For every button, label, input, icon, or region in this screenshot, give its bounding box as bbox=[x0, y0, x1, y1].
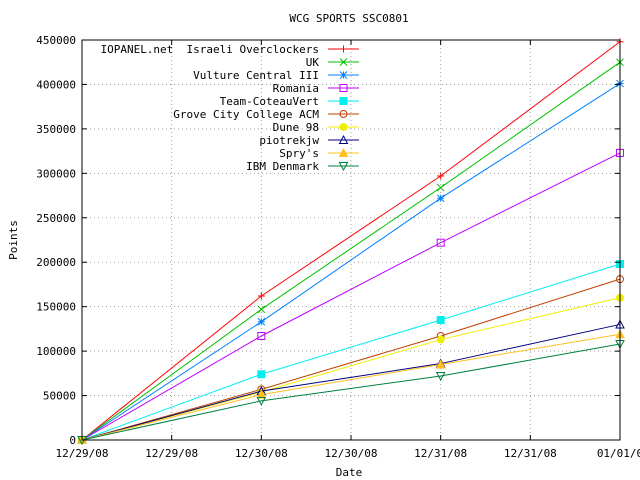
legend: IOPANEL.net Israeli OverclockersUKVultur… bbox=[100, 43, 359, 173]
legend-label: Dune 98 bbox=[273, 121, 319, 134]
x-tick-label: 12/30/08 bbox=[325, 447, 378, 460]
data-point bbox=[257, 292, 265, 300]
legend-entry: Vulture Central III bbox=[193, 69, 359, 82]
legend-entry: piotrekjw bbox=[259, 134, 359, 147]
data-point bbox=[436, 335, 445, 344]
x-tick-label: 12/31/08 bbox=[414, 447, 467, 460]
legend-entry: IOPANEL.net Israeli Overclockers bbox=[100, 43, 359, 56]
x-tick-label: 12/29/08 bbox=[145, 447, 198, 460]
data-point bbox=[339, 110, 348, 118]
series-line bbox=[81, 333, 621, 441]
data-point bbox=[338, 162, 349, 172]
y-tick-label: 150000 bbox=[36, 301, 76, 314]
data-point bbox=[435, 372, 446, 382]
series-line bbox=[81, 323, 621, 441]
y-tick-label: 50000 bbox=[43, 390, 76, 403]
legend-entry: Team-CoteauVert bbox=[220, 95, 359, 108]
series-7 bbox=[77, 319, 625, 444]
y-tick-label: 250000 bbox=[36, 212, 76, 225]
data-point bbox=[339, 58, 348, 66]
legend-label: Romania bbox=[273, 82, 319, 95]
legend-label: IBM Denmark bbox=[246, 160, 319, 173]
y-tick-label: 450000 bbox=[36, 34, 76, 47]
series-line bbox=[81, 263, 621, 441]
series-layer bbox=[77, 38, 625, 446]
legend-label: Grove City College ACM bbox=[173, 108, 319, 121]
legend-entry: IBM Denmark bbox=[246, 160, 359, 173]
y-tick-label: 100000 bbox=[36, 345, 76, 358]
data-point bbox=[257, 317, 266, 326]
data-point bbox=[339, 84, 348, 92]
legend-label: UK bbox=[306, 56, 320, 69]
legend-label: IOPANEL.net Israeli Overclockers bbox=[100, 43, 319, 56]
series-line bbox=[81, 83, 621, 441]
legend-entry: Dune 98 bbox=[273, 121, 359, 134]
y-axis: 0 50000 100000 150000 200000 250000 300000 3500… bbox=[36, 34, 620, 447]
x-axis: 12/29/08 12/29/08 12/30/08 12/30/08 12/31/08… bbox=[56, 40, 640, 460]
data-point bbox=[338, 134, 349, 144]
x-tick-label: 01/01/0 bbox=[597, 447, 640, 460]
legend-entry: Romania bbox=[273, 82, 359, 95]
y-tick-label: 0 bbox=[69, 434, 76, 447]
chart-title: WCG SPORTS SSC0801 bbox=[289, 12, 408, 25]
data-point bbox=[340, 45, 347, 53]
legend-label: Team-CoteauVert bbox=[220, 95, 319, 108]
y-axis-label: Points bbox=[7, 220, 20, 260]
data-point bbox=[256, 389, 267, 399]
legend-label: Vulture Central III bbox=[193, 69, 319, 82]
data-point bbox=[436, 194, 445, 203]
series-line bbox=[81, 278, 621, 441]
x-axis-label: Date bbox=[336, 466, 363, 479]
data-point bbox=[257, 332, 266, 340]
data-point bbox=[339, 97, 348, 105]
data-point bbox=[256, 396, 267, 406]
data-point bbox=[436, 183, 445, 192]
y-tick-label: 350000 bbox=[36, 123, 76, 136]
grid bbox=[82, 40, 620, 440]
data-point bbox=[435, 359, 446, 369]
data-point bbox=[338, 147, 349, 157]
series-line bbox=[81, 343, 621, 441]
legend-entry: UK bbox=[306, 56, 359, 69]
y-tick-label: 300000 bbox=[36, 167, 76, 180]
series-line bbox=[81, 41, 621, 441]
legend-entry: Spry's bbox=[279, 147, 359, 160]
legend-label: Spry's bbox=[279, 147, 319, 160]
data-point bbox=[257, 305, 266, 314]
series-0 bbox=[78, 38, 624, 444]
data-point bbox=[436, 316, 445, 324]
data-point bbox=[436, 238, 445, 247]
data-point bbox=[437, 172, 445, 180]
legend-entry: Grove City College ACM bbox=[173, 108, 359, 121]
x-tick-label: 12/30/08 bbox=[235, 447, 288, 460]
data-point bbox=[257, 370, 266, 379]
x-tick-label: 12/31/08 bbox=[504, 447, 557, 460]
y-tick-label: 200000 bbox=[36, 256, 76, 269]
x-tick-label: 12/29/08 bbox=[56, 447, 109, 460]
data-point bbox=[339, 123, 348, 131]
series-line bbox=[81, 152, 621, 441]
y-tick-label: 400000 bbox=[36, 78, 76, 91]
data-point bbox=[339, 71, 348, 79]
legend-label: piotrekjw bbox=[259, 134, 319, 147]
series-line bbox=[81, 61, 621, 441]
